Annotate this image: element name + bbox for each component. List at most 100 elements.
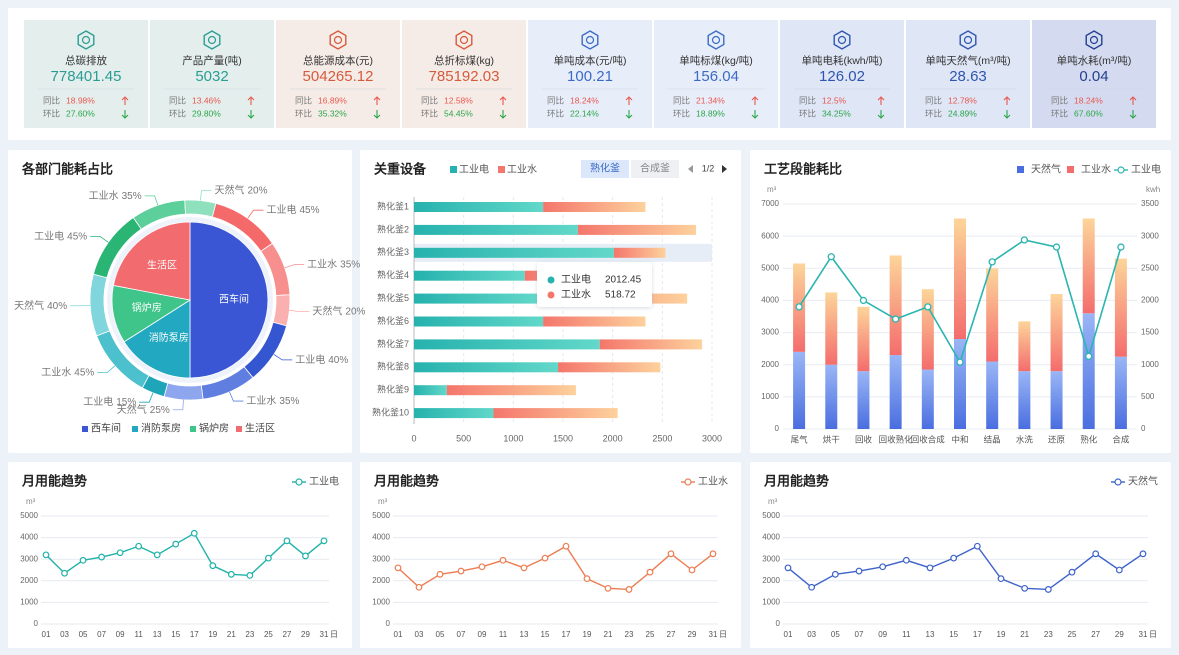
ring-label-name: 工业电 [266,203,296,216]
x-tick-label: 17 [973,630,982,639]
tab-button[interactable] [581,160,629,178]
y-tick-label: 4000 [20,533,38,542]
y2-tick-label: 3500 [1141,199,1159,208]
x-tick-label: 01 [784,630,793,639]
panel [8,462,352,648]
kpi-title: 总碳排放 [65,54,107,67]
y-tick-label: 2000 [761,360,779,369]
kpi-row-value: 34.25% [822,108,851,118]
kpi-row-value: 18.24% [1074,95,1103,105]
line-point [879,563,887,571]
tab-button[interactable] [631,160,679,178]
leader-line [97,365,116,373]
tooltip-value: 518.72 [605,290,636,301]
line-point [79,556,87,564]
legend-label: 工业电 [309,475,339,488]
legend-swatch [82,426,88,432]
kpi-tile [276,20,400,128]
bar [558,362,661,373]
kpi-row-label: 环比 [295,108,312,118]
ring-segment [272,294,291,327]
kpi-row-value: 18.24% [570,95,599,105]
kpi-row-value: 13.46% [192,95,221,105]
bar [543,202,646,212]
x-tick-label: 2000 [603,433,623,443]
y-axis-unit: m³ [26,497,36,506]
legend-label: 锅炉房 [199,422,229,435]
kpi-value: 5032 [195,68,228,85]
y2-tick-label: 500 [1141,392,1155,401]
line-point [1044,586,1052,593]
y-tick-label: 5000 [20,511,38,520]
kpi-icon-dot [711,35,721,45]
y-tick-label: 0 [386,619,391,628]
kpi-row-value: 16.89% [318,95,347,105]
x-tick-label: 15 [949,630,958,639]
slice-label: 西车间 [219,293,249,306]
tab-label[interactable]: 熟化釜 [590,162,620,175]
line-point [973,542,981,550]
legend-label: 生活区 [245,422,275,435]
kpi-icon-dot [81,35,91,45]
slice-label: 锅炉房 [132,301,162,314]
line-point [688,566,696,574]
legend-label: 消防泵房 [141,422,181,435]
tooltip-marker [547,291,555,299]
line-point [520,564,528,572]
bar [825,292,838,365]
leader-line [247,209,264,219]
legend-marker [1117,166,1125,174]
ring-label-name: 工业水 [89,189,119,201]
x-tick-label: 熟化 [1080,434,1098,444]
tooltip [537,262,652,307]
line-point [855,567,863,575]
leader-line [200,190,212,201]
y-tick-label: 2000 [20,576,38,585]
chart-title: 工艺段能耗比 [764,161,842,176]
line-point [436,570,444,578]
x-tick-label: 15 [541,630,550,639]
trend-arrow [1003,110,1011,119]
tab-label[interactable]: 合成釜 [640,162,670,175]
leader-line [144,195,159,206]
x-tick-label: 03 [60,630,69,639]
y-tick-label: 熟化釜1 [377,200,409,211]
x-tick-label: 09 [116,630,125,639]
line-point [499,556,507,564]
y-tick-label: 熟化釜7 [377,338,409,349]
line-point [457,567,465,575]
kpi-row-label: 同比 [925,95,942,105]
x-tick-label: 结晶 [984,434,1001,444]
line-point [604,584,612,592]
line-point [1021,584,1029,592]
x-tick-label: 29 [688,630,697,639]
bar [1018,321,1031,372]
pager-next[interactable] [722,165,727,173]
legend-swatch [132,426,138,432]
kpi-icon-dot [207,35,217,45]
kpi-row-label: 环比 [673,108,690,118]
x-tick-label: 23 [625,630,634,639]
line-point [988,258,996,266]
line-point [646,568,654,576]
trend-arrow [373,110,381,119]
line-point [784,564,792,572]
kpi-row-value: 24.89% [948,108,977,118]
legend-label: 西车间 [91,422,121,435]
y-tick-label: 3000 [20,554,38,563]
kpi-icon-dot [459,35,469,45]
trend-arrow [121,110,129,119]
kpi-tile [906,20,1030,128]
pager-prev[interactable] [688,165,693,173]
kpi-icon [707,30,725,50]
kpi-row-label: 环比 [43,108,60,118]
kpi-icon [77,30,95,50]
x-tick-label: 21 [604,630,613,639]
x-tick-label: 31 [1139,630,1148,639]
line-point [1092,550,1100,558]
x-tick-label: 19 [583,630,592,639]
bar [793,351,806,429]
y-tick-label: 1000 [372,598,390,607]
y-tick-label: 0 [775,424,780,433]
